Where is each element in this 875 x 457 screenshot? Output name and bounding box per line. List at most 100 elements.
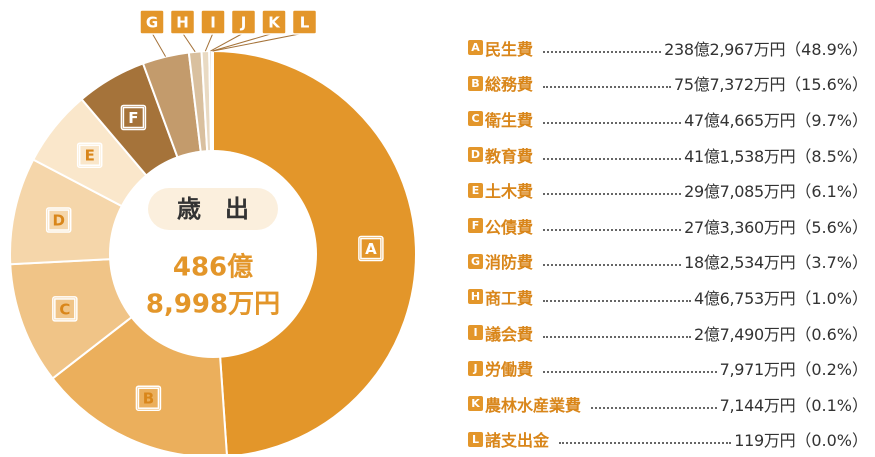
legend-amount: 119万円 bbox=[734, 431, 796, 451]
legend-letter: B bbox=[468, 75, 483, 91]
slice-letter: J bbox=[240, 14, 247, 32]
label-leader bbox=[151, 32, 167, 57]
legend-row: E 土木費 29億7,085万円 （6.1%） bbox=[468, 172, 868, 208]
legend-row: L 諸支出金 119万円 （0.0%） bbox=[468, 422, 868, 457]
legend-name: 教育費 bbox=[485, 146, 534, 166]
legend-name: 衛生費 bbox=[485, 110, 534, 130]
label-badge-inner bbox=[54, 298, 76, 320]
slice-labels: A B C D E F G H I J K L bbox=[45, 9, 384, 411]
legend-percent: （48.9%） bbox=[785, 39, 868, 59]
legend-letter: K bbox=[468, 396, 483, 412]
label-leader bbox=[212, 32, 305, 52]
chart-title: 歳 出 bbox=[177, 195, 249, 223]
legend-letter: E bbox=[468, 182, 483, 198]
legend-percent: （3.7%） bbox=[795, 253, 868, 273]
slice-letter: K bbox=[268, 14, 281, 32]
label-badge bbox=[45, 207, 72, 233]
total-line: 486億 bbox=[173, 253, 253, 283]
label-badge bbox=[52, 296, 78, 322]
leader bbox=[543, 193, 682, 196]
title-pill bbox=[148, 188, 278, 230]
legend-row: H 商工費 4億6,753万円 （1.0%） bbox=[468, 279, 868, 315]
legend-name: 農林水産業費 bbox=[485, 395, 582, 415]
legend-amount: 29億7,085万円 bbox=[684, 182, 796, 202]
legend-row: A 民生費 238億2,967万円 （48.9%） bbox=[468, 30, 868, 66]
legend-row: J 労働費 7,971万円 （0.2%） bbox=[468, 350, 868, 386]
legend-percent: （15.6%） bbox=[785, 75, 868, 95]
label-badge-inner bbox=[122, 106, 145, 129]
label-badge bbox=[261, 9, 287, 35]
chart: 歳 出 486億 8,998万円 A B C D E F G H I J K L bbox=[9, 9, 417, 454]
legend-amount: 7,144万円 bbox=[719, 395, 796, 415]
leader bbox=[543, 228, 682, 231]
label-badge bbox=[169, 9, 196, 35]
label-leader bbox=[182, 32, 196, 53]
slice-letter: L bbox=[300, 14, 310, 32]
legend-row: B 総務費 75億7,372万円 （15.6%） bbox=[468, 66, 868, 102]
label-badge bbox=[139, 9, 165, 35]
slice-letter: B bbox=[143, 390, 154, 408]
leader bbox=[543, 335, 692, 338]
legend-name: 諸支出金 bbox=[485, 431, 550, 451]
legend: A 民生費 238億2,967万円 （48.9%） B 総務費 75億7,372万円 （15.… bbox=[468, 30, 868, 457]
legend-row: K 農林水産業費 7,144万円 （0.1%） bbox=[468, 386, 868, 422]
legend-row: G 消防費 18億2,534万円 （3.7%） bbox=[468, 244, 868, 280]
slice-letter: H bbox=[176, 14, 189, 32]
label-badge bbox=[358, 235, 384, 262]
leader bbox=[543, 264, 682, 267]
leader bbox=[543, 157, 682, 160]
legend-name: 土木費 bbox=[485, 182, 534, 202]
slice-letter: C bbox=[59, 300, 70, 318]
leader bbox=[591, 406, 717, 409]
legend-percent: （0.2%） bbox=[795, 360, 868, 380]
label-badge bbox=[76, 142, 103, 168]
legend-percent: （0.0%） bbox=[795, 431, 868, 451]
legend-amount: 18億2,534万円 bbox=[684, 253, 796, 273]
legend-letter: C bbox=[468, 111, 483, 127]
legend-letter: J bbox=[468, 360, 483, 376]
label-leader bbox=[204, 32, 214, 52]
leader bbox=[543, 121, 682, 124]
leader bbox=[543, 299, 692, 302]
slice-letter: D bbox=[52, 212, 64, 230]
legend-letter: A bbox=[468, 40, 483, 56]
label-badge-inner bbox=[360, 237, 382, 260]
legend-amount: 75億7,372万円 bbox=[673, 75, 786, 95]
legend-name: 民生費 bbox=[485, 39, 534, 59]
total-line: 8,998万円 bbox=[146, 290, 280, 320]
legend-name: 消防費 bbox=[485, 253, 534, 273]
legend-amount: 41億1,538万円 bbox=[684, 146, 796, 166]
label-badge bbox=[120, 104, 147, 131]
label-badge-inner bbox=[137, 387, 160, 409]
legend-amount: 2億7,490万円 bbox=[694, 324, 796, 344]
label-leader bbox=[212, 32, 275, 52]
legend-percent: （8.5%） bbox=[795, 146, 868, 166]
legend-letter: L bbox=[468, 431, 483, 447]
leader bbox=[543, 86, 671, 89]
slice-letter: F bbox=[128, 109, 138, 127]
legend-row: C 衛生費 47億4,665万円 （9.7%） bbox=[468, 101, 868, 137]
legend-amount: 47億4,665万円 bbox=[684, 110, 796, 130]
legend-letter: D bbox=[468, 147, 483, 163]
legend-row: I 議会費 2億7,490万円 （0.6%） bbox=[468, 315, 868, 351]
legend-letter: H bbox=[468, 289, 483, 305]
legend-name: 議会費 bbox=[485, 324, 534, 344]
legend-name: 商工費 bbox=[485, 288, 534, 308]
label-leader bbox=[210, 32, 244, 52]
legend-letter: G bbox=[468, 253, 483, 269]
legend-percent: （0.1%） bbox=[795, 395, 868, 415]
legend-name: 公債費 bbox=[485, 217, 534, 237]
label-badge bbox=[135, 385, 162, 411]
legend-name: 労働費 bbox=[485, 360, 534, 380]
legend-percent: （9.7%） bbox=[795, 110, 868, 130]
legend-amount: 27億3,360万円 bbox=[684, 217, 796, 237]
label-badge bbox=[230, 9, 257, 35]
legend-percent: （1.0%） bbox=[795, 288, 868, 308]
slice-letter: G bbox=[146, 14, 158, 32]
legend-amount: 7,971万円 bbox=[719, 360, 796, 380]
legend-percent: （6.1%） bbox=[795, 182, 868, 202]
legend-percent: （0.6%） bbox=[795, 324, 868, 344]
label-badge-inner bbox=[78, 144, 101, 166]
legend-letter: F bbox=[468, 218, 483, 234]
